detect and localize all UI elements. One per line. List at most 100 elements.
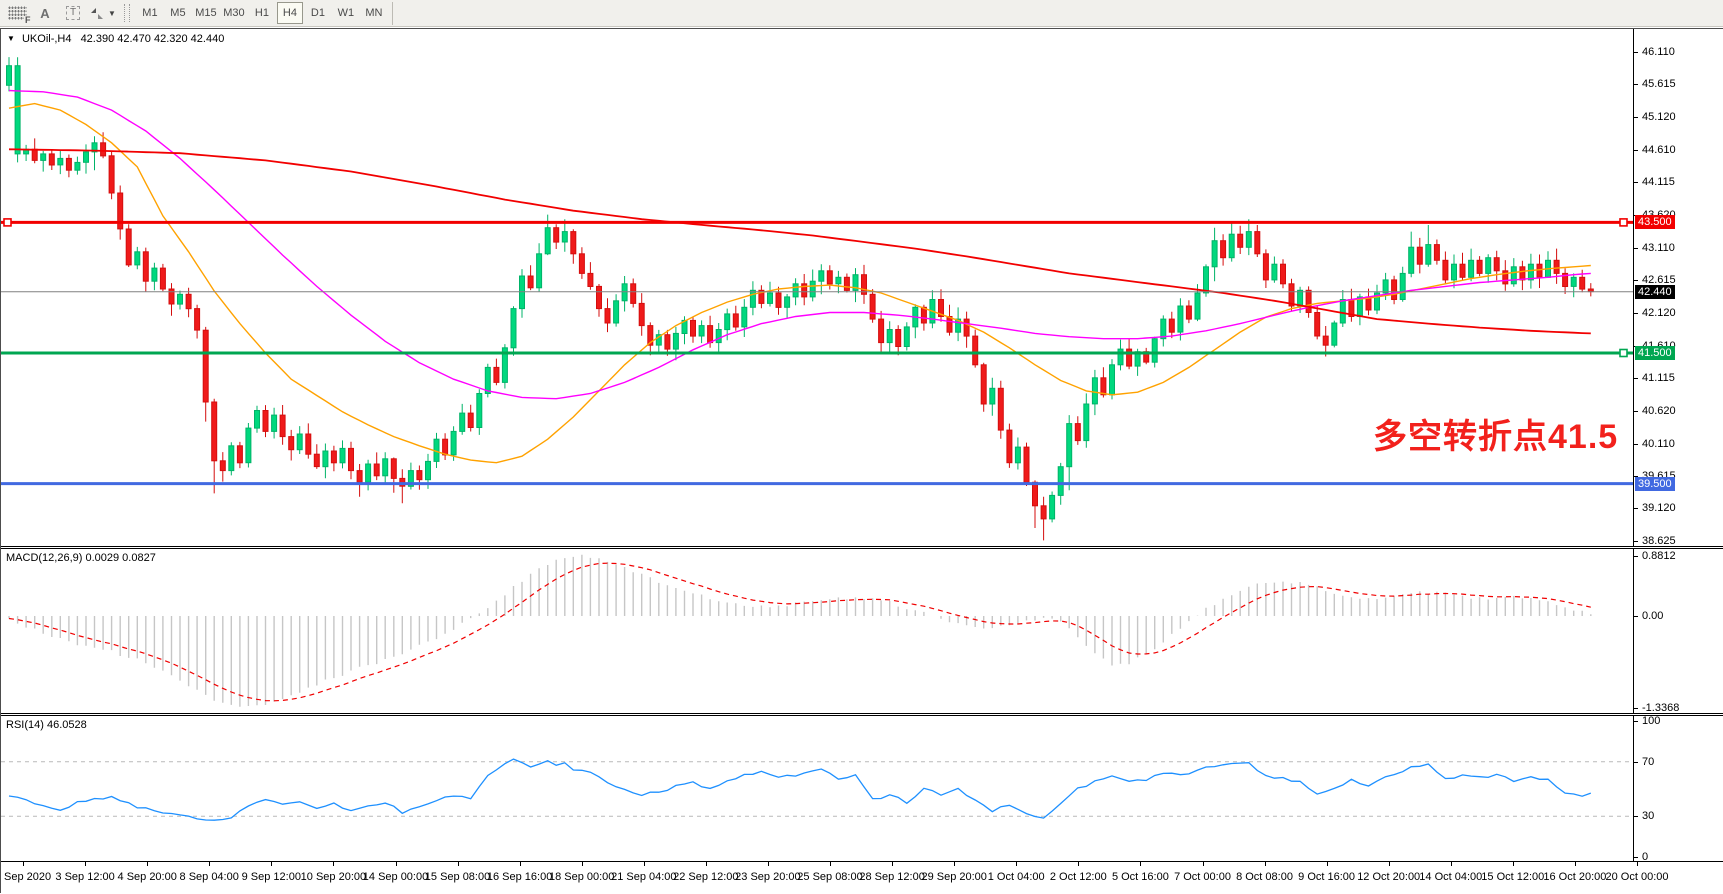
price-axis-label: 40.110 bbox=[1642, 437, 1675, 450]
macd-panel[interactable] bbox=[1, 549, 1633, 713]
text-label-tool-button[interactable]: A bbox=[32, 2, 58, 24]
time-tick bbox=[333, 862, 335, 866]
chart-window: ▼ UKOil-,H4 42.390 42.470 42.320 42.440 … bbox=[0, 28, 1723, 894]
time-axis-label: 2 Sep 2020 bbox=[1, 871, 52, 883]
macd-indicator-label: MACD(12,26,9) 0.0029 0.0827 bbox=[6, 552, 156, 564]
rsi-scale-tick bbox=[1634, 721, 1638, 722]
fibonacci-tool-button[interactable]: F bbox=[4, 2, 31, 25]
time-axis-label: 16 Sep 16:00 bbox=[486, 871, 553, 883]
time-tick bbox=[1264, 862, 1266, 866]
price-tick bbox=[1634, 443, 1638, 445]
time-axis-label: 5 Oct 16:00 bbox=[1111, 871, 1169, 883]
time-tick bbox=[1078, 862, 1080, 866]
ohlc-readout: 42.390 42.470 42.320 42.440 bbox=[80, 33, 225, 45]
time-tick bbox=[1388, 862, 1390, 866]
dropdown-caret-icon: ▼ bbox=[108, 8, 116, 18]
timeframe-button-m1[interactable]: M1 bbox=[142, 7, 158, 19]
timeframe-button-m15[interactable]: M15 bbox=[195, 7, 217, 19]
rsi-indicator-label: RSI(14) 46.0528 bbox=[6, 719, 87, 731]
price-axis-label: 45.120 bbox=[1642, 110, 1676, 123]
price-level-badge: 41.500 bbox=[1635, 346, 1675, 360]
macd-scale-tick bbox=[1634, 707, 1638, 709]
time-tick bbox=[1574, 862, 1576, 866]
time-axis-label: 14 Oct 04:00 bbox=[1419, 871, 1483, 883]
time-axis-label: 21 Sep 04:00 bbox=[611, 871, 677, 883]
price-tick bbox=[1634, 52, 1638, 53]
price-tick bbox=[1634, 508, 1638, 510]
panel-splitter[interactable] bbox=[1, 713, 1723, 716]
time-axis-label: 14 Sep 00:00 bbox=[362, 871, 429, 883]
price-axis[interactable]: 46.11045.61545.12044.61044.11543.62043.1… bbox=[1633, 29, 1723, 863]
time-tick bbox=[954, 862, 956, 866]
top-toolbar: F A T ▼ M1 M5 M15 M30 H1 H4 D1 W1 MN bbox=[0, 0, 1723, 27]
price-axis-label: 42.120 bbox=[1642, 306, 1676, 319]
rsi-scale-tick bbox=[1634, 857, 1638, 858]
timeframe-button-mn[interactable]: MN bbox=[365, 7, 383, 19]
time-tick bbox=[519, 862, 521, 866]
time-tick bbox=[1016, 862, 1018, 866]
timeframe-button-h4[interactable]: H4 bbox=[276, 2, 303, 24]
time-axis-label: 7 Oct 00:00 bbox=[1174, 871, 1231, 883]
panel-splitter[interactable] bbox=[1, 546, 1723, 549]
chart-symbol-title: ▼ UKOil-,H4 42.390 42.470 42.320 42.440 bbox=[7, 33, 224, 45]
time-axis-label: 16 Oct 20:00 bbox=[1543, 871, 1607, 883]
time-axis-label: 18 Sep 00:00 bbox=[548, 871, 615, 883]
symbol-dropdown-icon[interactable]: ▼ bbox=[7, 34, 15, 43]
time-tick bbox=[643, 862, 645, 866]
price-tick bbox=[1634, 540, 1638, 542]
price-level-badge: 42.440 bbox=[1635, 284, 1675, 299]
toolbar-grip[interactable] bbox=[123, 4, 130, 22]
time-tick bbox=[271, 862, 273, 866]
rsi-panel[interactable] bbox=[1, 716, 1633, 861]
time-tick bbox=[209, 862, 211, 866]
price-tick bbox=[1634, 116, 1638, 118]
time-tick bbox=[892, 862, 894, 866]
rsi-scale-tick bbox=[1634, 761, 1638, 763]
macd-scale-tick bbox=[1634, 555, 1638, 557]
time-tick bbox=[1637, 862, 1638, 866]
chart-text-annotation[interactable]: 多空转折点41.5 bbox=[1373, 418, 1619, 456]
timeframe-button-d1[interactable]: D1 bbox=[310, 7, 325, 19]
timeframe-button-h1[interactable]: H1 bbox=[254, 7, 269, 19]
arrows-icon bbox=[91, 7, 103, 19]
macd-scale-label: 0.8812 bbox=[1642, 549, 1676, 562]
time-axis-label: 12 Oct 20:00 bbox=[1357, 871, 1421, 883]
text-tool-button[interactable]: T bbox=[60, 2, 86, 24]
macd-scale-tick bbox=[1634, 616, 1638, 617]
price-axis-label: 44.115 bbox=[1642, 176, 1675, 189]
price-axis-label: 45.615 bbox=[1642, 78, 1676, 91]
timeframe-button-m30[interactable]: M30 bbox=[223, 7, 245, 19]
timeframe-button-m5[interactable]: M5 bbox=[170, 7, 186, 19]
price-level-badge: 43.500 bbox=[1635, 215, 1675, 230]
time-axis-label: 3 Sep 12:00 bbox=[55, 871, 115, 883]
rsi-scale-label: 0 bbox=[1642, 851, 1649, 863]
price-axis-label: 46.110 bbox=[1642, 46, 1675, 58]
price-axis-label: 44.610 bbox=[1642, 143, 1676, 156]
time-axis-label: 4 Sep 20:00 bbox=[117, 871, 177, 883]
price-axis-label: 43.110 bbox=[1642, 241, 1675, 254]
time-tick bbox=[1450, 862, 1452, 866]
price-tick bbox=[1634, 84, 1638, 86]
arrows-tool-button[interactable]: ▼ bbox=[88, 2, 117, 24]
price-tick bbox=[1634, 214, 1638, 216]
time-axis-label: 1 Oct 04:00 bbox=[987, 871, 1045, 883]
time-tick bbox=[705, 862, 707, 866]
time-tick bbox=[830, 862, 831, 866]
price-tick bbox=[1634, 312, 1638, 314]
time-axis-label: 15 Oct 12:00 bbox=[1481, 871, 1545, 883]
time-tick bbox=[581, 862, 583, 866]
rsi-scale-tick bbox=[1634, 816, 1638, 818]
timeframe-button-group: M1 M5 M15 M30 H1 H4 D1 W1 MN bbox=[136, 2, 388, 24]
time-tick bbox=[767, 862, 769, 866]
main-price-chart[interactable] bbox=[1, 29, 1633, 546]
rsi-scale-label: 100 bbox=[1642, 715, 1661, 727]
price-axis-label: 42.615 bbox=[1642, 274, 1676, 287]
time-axis-label: 29 Sep 20:00 bbox=[921, 871, 987, 883]
time-tick bbox=[457, 862, 459, 866]
price-tick bbox=[1634, 280, 1638, 282]
time-axis-label: 20 Oct 00:00 bbox=[1605, 871, 1669, 883]
time-axis-label: 10 Sep 20:00 bbox=[300, 871, 367, 883]
timeframe-button-w1[interactable]: W1 bbox=[337, 7, 355, 19]
rsi-scale-label: 70 bbox=[1642, 755, 1655, 768]
